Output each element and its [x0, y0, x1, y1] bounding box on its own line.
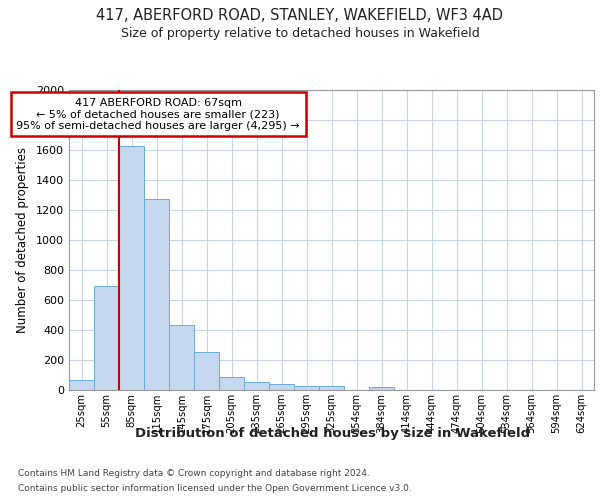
- Bar: [144, 198, 169, 390]
- Bar: [169, 325, 194, 390]
- Y-axis label: Number of detached properties: Number of detached properties: [16, 147, 29, 333]
- Bar: [369, 387, 394, 390]
- Bar: [219, 376, 244, 390]
- Text: Contains public sector information licensed under the Open Government Licence v3: Contains public sector information licen…: [18, 484, 412, 493]
- Bar: [294, 386, 319, 390]
- Text: Contains HM Land Registry data © Crown copyright and database right 2024.: Contains HM Land Registry data © Crown c…: [18, 469, 370, 478]
- Bar: [94, 286, 119, 390]
- Text: Size of property relative to detached houses in Wakefield: Size of property relative to detached ho…: [121, 28, 479, 40]
- Text: 417, ABERFORD ROAD, STANLEY, WAKEFIELD, WF3 4AD: 417, ABERFORD ROAD, STANLEY, WAKEFIELD, …: [97, 8, 503, 22]
- Bar: [244, 382, 269, 390]
- Bar: [319, 386, 344, 390]
- Text: 417 ABERFORD ROAD: 67sqm
← 5% of detached houses are smaller (223)
95% of semi-d: 417 ABERFORD ROAD: 67sqm ← 5% of detache…: [16, 98, 300, 130]
- Bar: [194, 352, 219, 390]
- Bar: [69, 380, 94, 390]
- Bar: [119, 146, 144, 390]
- Bar: [269, 384, 294, 390]
- Text: Distribution of detached houses by size in Wakefield: Distribution of detached houses by size …: [136, 428, 530, 440]
